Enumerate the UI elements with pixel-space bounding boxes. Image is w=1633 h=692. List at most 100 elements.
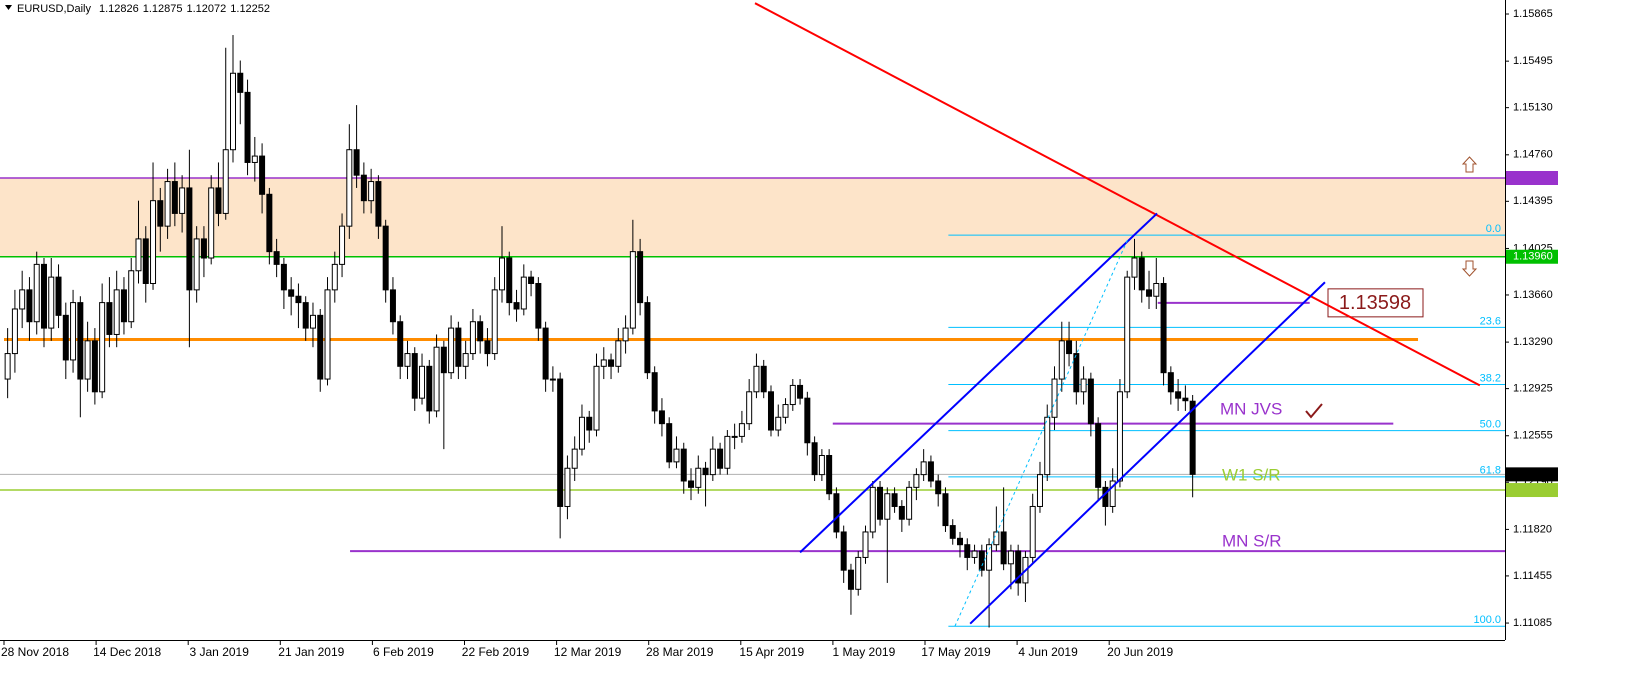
y-tick-label: 1.14395 <box>1513 195 1553 207</box>
menu-arrow[interactable] <box>5 5 12 10</box>
candle-body <box>949 525 956 539</box>
x-tick-label: 4 Jun 2019 <box>1018 645 1078 659</box>
candle-body <box>971 550 978 558</box>
candle-body <box>237 72 244 93</box>
candle-body <box>302 302 309 329</box>
close: 1.12252 <box>230 3 270 15</box>
candle-body <box>935 480 942 495</box>
candle-body <box>404 353 411 367</box>
candle-body <box>1051 378 1058 418</box>
low: 1.12072 <box>187 3 227 15</box>
candle-body <box>1058 340 1065 380</box>
candle-body <box>62 314 69 361</box>
candle-body <box>717 448 724 469</box>
candle-body <box>477 321 484 342</box>
trend-line <box>799 212 1158 554</box>
candle-body <box>1015 550 1022 584</box>
candle-body <box>375 181 382 227</box>
candle-body <box>593 365 600 431</box>
x-tick-label: 3 Jan 2019 <box>190 645 250 659</box>
candle-body <box>150 200 157 284</box>
annotation: MN S/R <box>1222 531 1282 550</box>
candle-body <box>230 72 237 151</box>
candle-body <box>927 461 934 482</box>
candle-body <box>164 181 171 227</box>
candle-body <box>135 238 142 272</box>
candle-body <box>309 314 316 329</box>
candle-body <box>658 410 665 425</box>
candle-body <box>91 340 98 393</box>
candle-body <box>469 321 476 355</box>
candle-body <box>33 263 40 323</box>
candle-body <box>542 327 549 380</box>
candle-body <box>1095 423 1102 488</box>
candle-body <box>978 550 985 571</box>
candle-body <box>898 505 905 520</box>
candle-body <box>702 467 709 476</box>
candle-body <box>339 225 346 265</box>
candle-body <box>695 467 702 488</box>
candle-body <box>426 365 433 412</box>
price-label-box <box>1506 249 1558 264</box>
candle-body <box>382 225 389 291</box>
candle-body <box>891 493 898 507</box>
fib-label: 23.6 <box>1480 315 1501 327</box>
candle-body <box>77 302 84 380</box>
candle-body <box>179 187 186 214</box>
candle-body <box>55 276 62 316</box>
candle-body <box>244 91 251 163</box>
check-icon <box>1305 403 1323 419</box>
candle-body <box>360 174 367 202</box>
candle-body <box>48 276 55 329</box>
x-tick-label: 21 Jan 2019 <box>278 645 344 659</box>
candle-body <box>775 416 782 431</box>
x-tick-label: 14 Dec 2018 <box>93 645 161 659</box>
candle-body <box>1036 474 1043 507</box>
candle-body <box>1007 550 1014 565</box>
candle-body <box>484 340 491 355</box>
candle-body <box>942 493 949 527</box>
candle-body <box>622 327 629 342</box>
price-label-box <box>1506 170 1558 185</box>
candle-body <box>760 365 767 393</box>
candle-body <box>389 289 396 323</box>
candle-body <box>797 384 804 399</box>
candle-body <box>186 187 193 291</box>
candle-body <box>811 442 818 476</box>
candle-body <box>1044 416 1051 476</box>
candle-body <box>455 327 462 367</box>
candle-body <box>128 270 135 323</box>
candle-body <box>295 295 302 304</box>
candle-body <box>738 423 745 437</box>
candle-body <box>869 486 876 533</box>
candle-body <box>862 531 869 558</box>
annotation: MN JVS <box>1220 399 1282 418</box>
candle-body <box>608 359 615 367</box>
candle-body <box>1124 276 1131 393</box>
candle-body <box>884 493 891 520</box>
price-label: 1.13960 <box>1513 251 1553 263</box>
trend-line <box>954 238 1129 627</box>
candle-body <box>767 391 774 431</box>
candle-body <box>1175 391 1182 399</box>
x-tick-label: 1 May 2019 <box>833 645 896 659</box>
candle-body <box>1182 397 1189 402</box>
candle-body <box>1087 378 1094 425</box>
candle-body <box>40 263 47 329</box>
y-tick-label: 1.11455 <box>1513 570 1552 582</box>
y-tick-label: 1.13290 <box>1513 336 1553 348</box>
candle-body <box>847 569 854 590</box>
candle-body <box>26 289 33 323</box>
y-tick-label: 1.12555 <box>1513 430 1553 442</box>
candle-body <box>368 181 375 202</box>
open: 1.12826 <box>99 3 139 15</box>
candle-body <box>222 149 229 214</box>
candle-body <box>1160 282 1167 374</box>
candle-body <box>1146 289 1153 297</box>
symbol: EURUSD,Daily <box>17 3 91 15</box>
candle-body <box>833 493 840 533</box>
candle-body <box>644 302 651 374</box>
candle-body <box>571 448 578 469</box>
